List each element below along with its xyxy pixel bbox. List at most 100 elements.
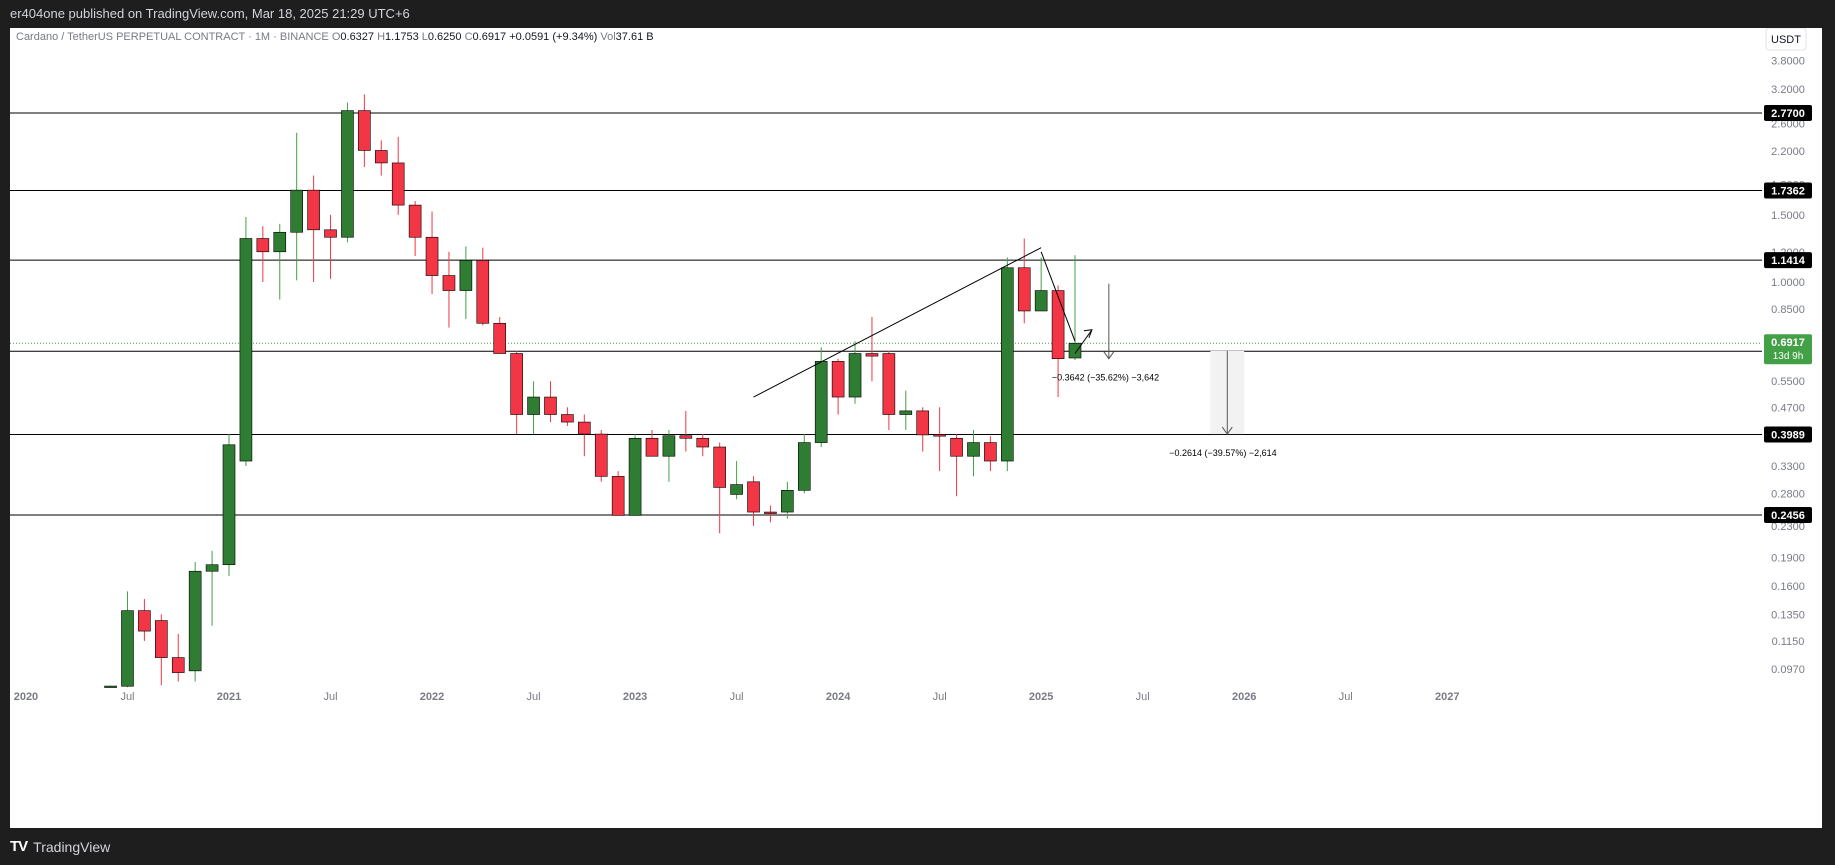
time-axis-tick: 2024 xyxy=(826,691,851,703)
candle-body[interactable] xyxy=(222,444,236,566)
candle-body[interactable] xyxy=(713,446,726,488)
candle-body[interactable] xyxy=(645,437,659,457)
projection-label: −0.2614 (−39.57%) −2,614 xyxy=(1169,448,1276,458)
candle-body[interactable] xyxy=(527,396,540,415)
candle-body[interactable] xyxy=(984,442,997,462)
level-price-label: 0.3989 xyxy=(1771,430,1805,442)
candle-body[interactable] xyxy=(848,353,862,398)
candle-body[interactable] xyxy=(831,361,845,398)
price-axis-tick: 3.8000 xyxy=(1771,56,1805,68)
legend-part: +0.0591 (+9.34%) xyxy=(509,31,600,43)
price-axis-tick: 0.5500 xyxy=(1771,376,1805,388)
candle-body[interactable] xyxy=(324,229,337,238)
candle-body[interactable] xyxy=(1001,267,1014,462)
candle-body[interactable] xyxy=(814,361,828,443)
candle-body[interactable] xyxy=(493,322,507,354)
candle-body[interactable] xyxy=(256,238,270,253)
candle-body[interactable] xyxy=(561,414,574,423)
tradingview-name: TradingView xyxy=(33,838,111,855)
candle-body[interactable] xyxy=(121,610,134,687)
candle-body[interactable] xyxy=(358,110,371,151)
legend-part: H xyxy=(377,31,385,43)
footer-bar: TV TradingView xyxy=(0,828,1835,865)
candle-body[interactable] xyxy=(899,410,913,415)
price-axis-tick: 2.6000 xyxy=(1771,119,1805,131)
legend-part: Vol xyxy=(600,31,615,43)
price-axis-tick: 0.0970 xyxy=(1771,664,1805,676)
trendline[interactable] xyxy=(1074,329,1093,354)
time-axis-tick: 2023 xyxy=(623,691,647,703)
level-price-badge xyxy=(1764,182,1812,199)
time-axis-tick: Jul xyxy=(1136,691,1150,703)
time-axis-tick: Jul xyxy=(730,691,744,703)
legend-part: 1.1753 xyxy=(385,31,422,43)
candle-body[interactable] xyxy=(747,481,760,513)
candle-body[interactable] xyxy=(662,435,676,457)
candle-body[interactable] xyxy=(933,434,946,437)
candle-body[interactable] xyxy=(510,353,523,415)
candle-body[interactable] xyxy=(1034,290,1048,312)
candle-body[interactable] xyxy=(865,353,879,357)
candle-body[interactable] xyxy=(1068,342,1082,359)
candle-body[interactable] xyxy=(1017,267,1031,312)
candle-body[interactable] xyxy=(764,511,777,514)
candle-body[interactable] xyxy=(307,189,320,231)
publisher-bar: er404one published on TradingView.com, M… xyxy=(0,0,1835,28)
legend-part: 0.6327 xyxy=(340,31,377,43)
candle-body[interactable] xyxy=(239,238,253,462)
candle-body[interactable] xyxy=(950,437,963,457)
candle-body[interactable] xyxy=(544,396,557,415)
candle-body[interactable] xyxy=(408,204,422,238)
candle-body[interactable] xyxy=(391,162,405,206)
candle-body[interactable] xyxy=(188,570,202,672)
candle-body[interactable] xyxy=(104,685,117,688)
time-axis-tick: 2021 xyxy=(217,691,241,703)
price-axis-tick: 0.2800 xyxy=(1771,488,1805,500)
currency-button[interactable] xyxy=(1765,27,1807,51)
candle-body[interactable] xyxy=(594,433,608,477)
legend-part: 0.6917 xyxy=(473,31,510,43)
candle-body[interactable] xyxy=(155,620,168,658)
projection-arrowhead xyxy=(1103,351,1115,360)
candlestick-chart[interactable]: −0.3642 (−35.62%) −3,642 −0.2614 (−39.57%… xyxy=(10,27,1822,828)
current-price-badge xyxy=(1764,334,1812,365)
candle-body[interactable] xyxy=(205,564,219,572)
tradingview-brand[interactable]: TV TradingView xyxy=(10,838,110,855)
candle-body[interactable] xyxy=(679,435,693,439)
trendline[interactable] xyxy=(753,247,1042,398)
level-price-label: 0.2456 xyxy=(1771,510,1805,522)
candle-body[interactable] xyxy=(1051,290,1065,360)
candle-body[interactable] xyxy=(611,476,625,516)
price-axis-tick: 0.8500 xyxy=(1771,304,1805,316)
candle-body[interactable] xyxy=(459,260,473,291)
candle-body[interactable] xyxy=(696,437,710,448)
price-axis-tick: 0.1350 xyxy=(1771,609,1805,621)
candle-body[interactable] xyxy=(290,189,303,233)
candle-body[interactable] xyxy=(628,437,642,516)
candle-body[interactable] xyxy=(171,657,185,673)
trendline[interactable] xyxy=(1040,251,1076,342)
currency-button-label: USDT xyxy=(1771,34,1801,46)
time-axis-tick: Jul xyxy=(120,691,134,703)
price-axis-tick: 0.4700 xyxy=(1771,402,1805,414)
price-axis-tick: 1.0000 xyxy=(1771,277,1805,289)
candle-body[interactable] xyxy=(916,410,930,436)
symbol-legend[interactable]: Cardano / TetherUS PERPETUAL CONTRACT · … xyxy=(16,31,654,43)
level-price-badge xyxy=(1764,426,1812,443)
candle-body[interactable] xyxy=(476,260,490,324)
candle-body[interactable] xyxy=(442,275,456,291)
candle-body[interactable] xyxy=(273,231,287,253)
candle-body[interactable] xyxy=(138,610,151,632)
candle-body[interactable] xyxy=(374,150,388,164)
candle-body[interactable] xyxy=(882,353,896,415)
tradingview-logo-icon: TV xyxy=(10,838,28,855)
projection-label: −0.3642 (−35.62%) −3,642 xyxy=(1052,373,1159,383)
candle-body[interactable] xyxy=(341,110,354,238)
candle-body[interactable] xyxy=(730,484,743,495)
candle-body[interactable] xyxy=(425,236,439,276)
time-axis-tick: Jul xyxy=(323,691,337,703)
candle-body[interactable] xyxy=(578,421,591,435)
candle-body[interactable] xyxy=(797,442,811,491)
candle-body[interactable] xyxy=(967,442,980,457)
candle-body[interactable] xyxy=(781,490,794,513)
